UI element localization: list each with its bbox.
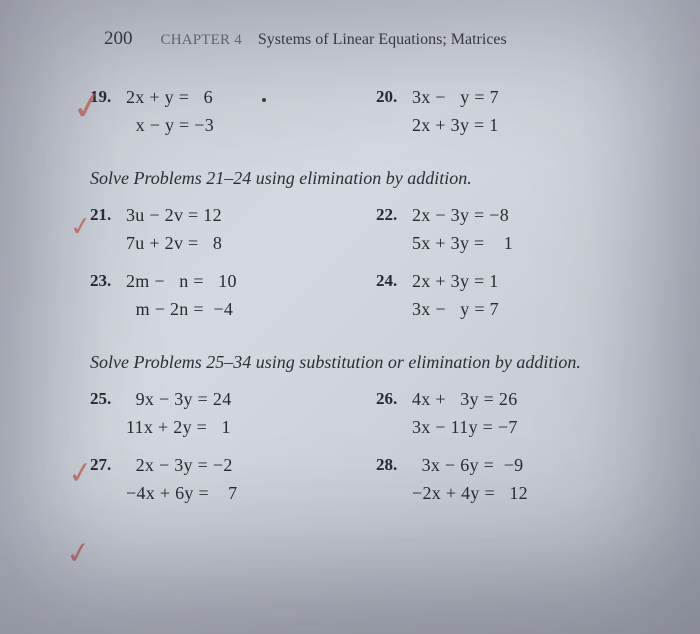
problem-number: 20. bbox=[376, 84, 397, 110]
problem-row: 27. 2x − 3y = −2 −4x + 6y = 7 28. 3x − 6… bbox=[90, 452, 640, 508]
problem-28: 28. 3x − 6y = −9 −2x + 4y = 12 bbox=[376, 452, 640, 508]
problem-24: 24. 2x + 3y = 1 3x − y = 7 bbox=[376, 268, 640, 324]
problem-26: 26. 4x + 3y = 26 3x − 11y = −7 bbox=[376, 386, 640, 442]
equation: 2m − n = 10 bbox=[126, 268, 376, 296]
equation: 3u − 2v = 12 bbox=[126, 202, 376, 230]
equation: 2x + 3y = 1 bbox=[412, 112, 640, 140]
equation: 3x − y = 7 bbox=[412, 296, 640, 324]
problem-22: 22. 2x − 3y = −8 5x + 3y = 1 bbox=[376, 202, 640, 258]
equation: 9x − 3y = 24 bbox=[126, 386, 376, 414]
problem-19: 19. 2x + y = 6 x − y = −3 bbox=[90, 84, 376, 140]
equation: 2x + y = 6 bbox=[126, 84, 376, 112]
equation: 2x − 3y = −2 bbox=[126, 452, 376, 480]
equation: 2x + 3y = 1 bbox=[412, 268, 640, 296]
chapter-label: CHAPTER 4 bbox=[161, 32, 242, 48]
equation: 11x + 2y = 1 bbox=[126, 414, 376, 442]
equation: 3x − 11y = −7 bbox=[412, 414, 640, 442]
problem-number: 28. bbox=[376, 452, 397, 478]
problem-number: 26. bbox=[376, 386, 397, 412]
equation: 3x − y = 7 bbox=[412, 84, 640, 112]
equation: 7u + 2v = 8 bbox=[126, 230, 376, 258]
page-number: 200 bbox=[104, 28, 133, 50]
problem-number: 27. bbox=[90, 452, 111, 478]
textbook-page: 200 CHAPTER 4 Systems of Linear Equation… bbox=[0, 0, 700, 634]
problem-20: 20. 3x − y = 7 2x + 3y = 1 bbox=[376, 84, 640, 140]
instruction-21-24: Solve Problems 21–24 using elimination b… bbox=[90, 166, 640, 190]
problem-row: 21. 3u − 2v = 12 7u + 2v = 8 22. 2x − 3y… bbox=[90, 202, 640, 258]
problem-21: 21. 3u − 2v = 12 7u + 2v = 8 bbox=[90, 202, 376, 258]
equation: x − y = −3 bbox=[126, 112, 376, 140]
problem-number: 19. bbox=[90, 84, 111, 110]
problem-25: 25. 9x − 3y = 24 11x + 2y = 1 bbox=[90, 386, 376, 442]
ink-dot-icon bbox=[262, 98, 266, 102]
problem-27: 27. 2x − 3y = −2 −4x + 6y = 7 bbox=[90, 452, 376, 508]
problem-number: 21. bbox=[90, 202, 111, 228]
problem-row: 23. 2m − n = 10 m − 2n = −4 24. 2x + 3y … bbox=[90, 268, 640, 324]
problem-row: 25. 9x − 3y = 24 11x + 2y = 1 26. 4x + 3… bbox=[90, 386, 640, 442]
problem-number: 24. bbox=[376, 268, 397, 294]
problem-number: 22. bbox=[376, 202, 397, 228]
problem-row: 19. 2x + y = 6 x − y = −3 20. 3x − y = 7… bbox=[90, 84, 640, 140]
equation: 3x − 6y = −9 bbox=[412, 452, 640, 480]
problem-number: 23. bbox=[90, 268, 111, 294]
problem-23: 23. 2m − n = 10 m − 2n = −4 bbox=[90, 268, 376, 324]
equation: 4x + 3y = 26 bbox=[412, 386, 640, 414]
equation: −2x + 4y = 12 bbox=[412, 480, 640, 508]
equation: 5x + 3y = 1 bbox=[412, 230, 640, 258]
instruction-25-34: Solve Problems 25–34 using substitution … bbox=[90, 350, 640, 374]
equation: m − 2n = −4 bbox=[126, 296, 376, 324]
equation: −4x + 6y = 7 bbox=[126, 480, 376, 508]
equation: 2x − 3y = −8 bbox=[412, 202, 640, 230]
problem-number: 25. bbox=[90, 386, 111, 412]
chapter-header: 200 CHAPTER 4 Systems of Linear Equation… bbox=[104, 28, 640, 50]
chapter-title: Systems of Linear Equations; Matrices bbox=[258, 31, 507, 48]
